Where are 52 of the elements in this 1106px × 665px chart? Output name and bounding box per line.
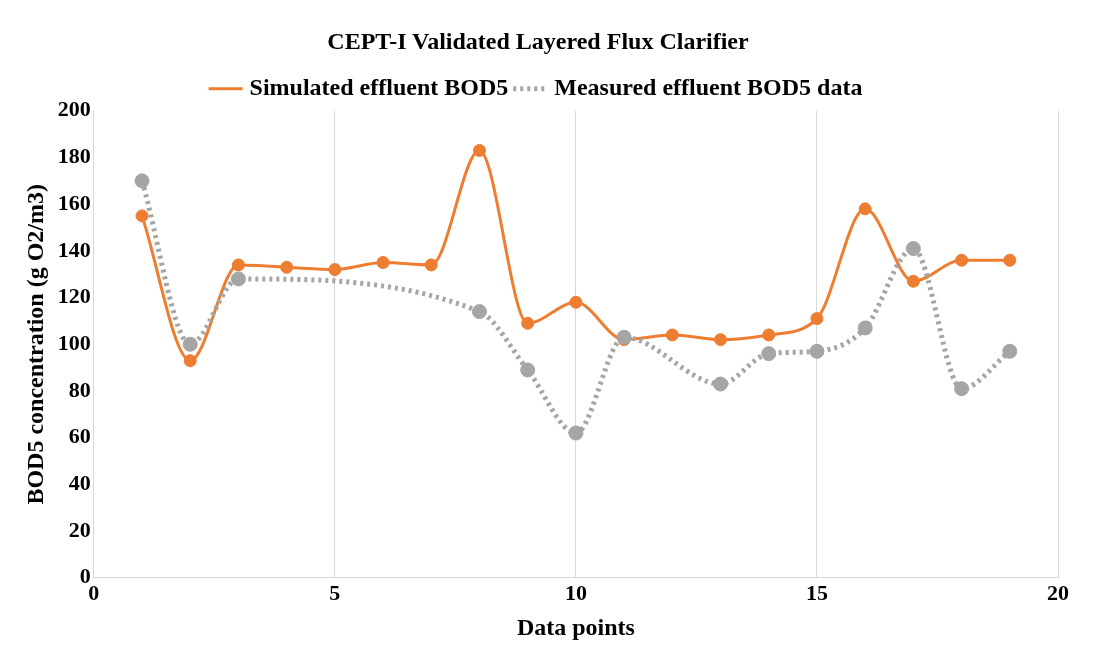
- point: [857, 320, 873, 336]
- point: [182, 336, 198, 352]
- y-tick-label: 0: [79, 563, 91, 589]
- point: [905, 241, 921, 257]
- point: [858, 202, 872, 216]
- point: [906, 274, 920, 288]
- y-tick-label: 60: [68, 423, 91, 449]
- point: [135, 209, 149, 223]
- point: [713, 376, 729, 392]
- legend-label: Simulated effluent BOD5: [249, 74, 509, 100]
- x-axis-title: Data points: [516, 613, 635, 640]
- y-tick-label: 100: [57, 329, 91, 355]
- point: [328, 263, 342, 277]
- point: [809, 343, 825, 359]
- point: [183, 354, 197, 368]
- point: [761, 346, 777, 362]
- point: [810, 312, 824, 326]
- point: [568, 425, 584, 441]
- point: [569, 295, 583, 309]
- y-tick-label: 40: [68, 470, 91, 496]
- y-tick-label: 180: [57, 143, 91, 169]
- point: [134, 173, 150, 189]
- point: [230, 271, 246, 287]
- x-tick-label: 10: [564, 579, 587, 605]
- point: [1003, 253, 1017, 267]
- y-tick-label: 80: [68, 376, 91, 402]
- point: [424, 258, 438, 272]
- point: [521, 316, 535, 330]
- y-tick-label: 140: [57, 236, 91, 262]
- y-tick-label: 160: [57, 189, 91, 215]
- point: [954, 381, 970, 397]
- y-tick-label: 120: [57, 283, 91, 309]
- x-tick-label: 15: [805, 579, 828, 605]
- point: [520, 362, 536, 378]
- point: [955, 253, 969, 267]
- point: [762, 328, 776, 342]
- y-tick-label: 200: [57, 96, 91, 122]
- point: [616, 329, 632, 345]
- point: [280, 260, 294, 274]
- x-tick-label: 5: [329, 579, 341, 605]
- point: [1002, 343, 1018, 359]
- chart-title: CEPT-I Validated Layered Flux Clarifier: [327, 27, 750, 54]
- point: [665, 328, 679, 342]
- y-tick-label: 20: [68, 516, 91, 542]
- point: [472, 144, 486, 157]
- y-axis-title: BOD5 concentration (g O2/m3): [21, 183, 48, 505]
- legend-label: Measured effluent BOD5 data: [554, 74, 863, 100]
- point: [714, 333, 728, 347]
- point: [231, 258, 245, 272]
- point: [376, 256, 390, 270]
- point: [471, 304, 487, 320]
- x-tick-label: 20: [1047, 579, 1069, 605]
